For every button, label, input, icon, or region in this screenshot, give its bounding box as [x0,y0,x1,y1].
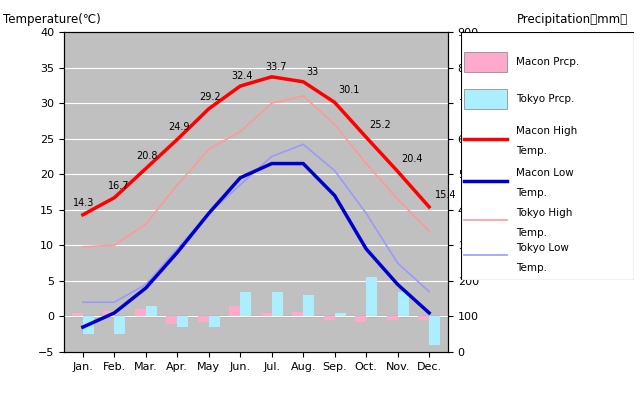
Text: 16.7: 16.7 [108,181,129,191]
Text: Macon High: Macon High [516,126,577,136]
Bar [366,277,377,316]
Text: Tokyo High: Tokyo High [516,208,572,218]
Bar [198,316,209,322]
Text: 14.3: 14.3 [74,198,95,208]
Text: 32.4: 32.4 [231,71,252,81]
Text: 20.4: 20.4 [401,154,422,164]
Bar [115,316,125,334]
Bar [177,316,188,327]
Text: 24.9: 24.9 [168,122,189,132]
Text: Temp.: Temp. [516,228,547,238]
Bar [229,306,240,316]
Bar [135,309,146,316]
Text: Temp.: Temp. [516,146,547,156]
Text: Tokyo Prcp.: Tokyo Prcp. [516,94,575,104]
Bar [83,316,94,334]
Bar [387,316,397,320]
Bar [464,89,508,109]
Text: Temp.: Temp. [516,262,547,273]
Text: 15.4: 15.4 [435,190,457,200]
Bar [335,313,346,316]
Bar [464,52,508,72]
Text: 29.2: 29.2 [199,92,221,102]
Bar [272,292,283,316]
Bar [260,313,272,316]
Bar [418,316,429,320]
Bar [72,313,83,316]
Bar [103,311,115,316]
Bar [166,316,177,324]
Bar [209,316,220,327]
Bar [292,312,303,316]
Text: 33: 33 [307,67,319,77]
Text: 25.2: 25.2 [369,120,391,130]
Bar [397,292,409,316]
Text: 20.8: 20.8 [136,151,158,161]
Bar [324,316,335,320]
Text: Macon Prcp.: Macon Prcp. [516,57,579,67]
Text: Temperature(℃): Temperature(℃) [3,13,100,26]
Bar [146,306,157,316]
Text: 33.7: 33.7 [266,62,287,72]
Bar [355,316,366,322]
Text: 30.1: 30.1 [338,85,359,95]
Text: Temp.: Temp. [516,188,547,198]
Text: Precipitation（mm）: Precipitation（mm） [517,13,628,26]
Bar [240,292,252,316]
Text: Macon Low: Macon Low [516,168,574,178]
Bar [303,295,314,316]
Bar [429,316,440,345]
Text: Tokyo Low: Tokyo Low [516,243,569,253]
